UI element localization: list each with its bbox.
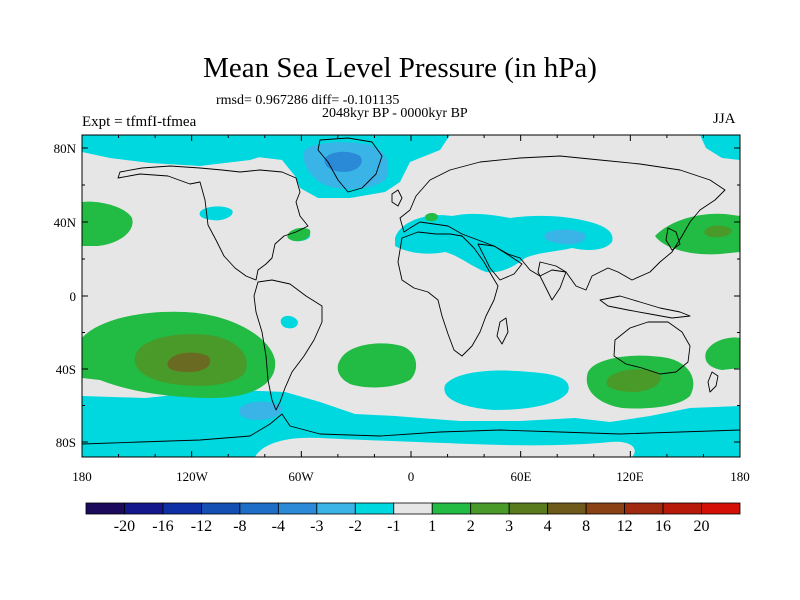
lon-label-180w: 180 [72,469,92,484]
lat-label-80s: 80S [55,435,76,450]
coastlines [82,137,740,445]
colorbar-swatch [239,502,279,515]
lon-label-60e: 60E [510,469,532,484]
rmsd-diff-stats: rmsd= 0.967286 diff= -0.101135 [216,93,400,108]
antarctic-neutral [255,437,635,457]
lon-label-180e: 180 [730,469,750,484]
colorbar-label: -8 [233,518,247,535]
tibet-low-core [544,229,586,245]
colorbar-swatch [354,502,395,515]
time-period: 2048kyr BP - 0000kyr BP [322,106,468,121]
colorbar-swatch [508,502,549,515]
lon-label-60w: 60W [288,469,314,484]
coast-southeast-asia [599,295,691,319]
colorbar-swatch [316,502,356,515]
mediterranean-spot [425,213,438,222]
coast-africa [397,231,499,357]
colorbar-swatch [277,502,318,515]
lon-label-120e: 120E [616,469,644,484]
coast-india [537,261,567,301]
colorbar-label: -12 [190,518,213,535]
colorbar-label: -1 [387,518,401,535]
colorbar-swatch [624,502,664,515]
coast-japan [665,227,681,251]
lon-label-0: 0 [407,469,415,484]
colorbar-label: 16 [655,518,672,535]
arctic-low-east [700,135,740,160]
experiment-label: Expt = tfmfI-tfmea [82,114,197,130]
australia-high-core [606,369,661,392]
colorbar-label: -3 [310,518,324,535]
colorbar-swatch [585,502,625,515]
coast-new-zealand [707,371,719,393]
axis-ticks [81,135,741,457]
season-label: JJA [713,111,736,127]
north-pacific-spot [199,206,233,221]
lat-label-0: 0 [69,289,77,304]
coast-eurasia [399,155,726,291]
lat-label-40n: 40N [53,215,76,230]
colorbar-label: 1 [428,518,437,535]
colorbar-label: 3 [505,518,514,535]
tasman-high [705,337,740,370]
coast-arabia [477,243,523,281]
pressure-field [82,135,740,457]
colorbar-swatch [470,502,510,515]
south-america-spot [280,315,298,329]
colorbar-label: 4 [543,518,552,535]
north-pacific-east-core [704,225,732,238]
colorbar-label: -4 [271,518,285,535]
south-atlantic-high [337,343,417,388]
coast-greenland [317,137,383,193]
lat-label-80n: 80N [53,141,76,156]
colorbar-label: 12 [616,518,633,535]
colorbar-label: 8 [582,518,591,535]
coast-antarctica [82,413,740,445]
north-atlantic-high [287,227,311,242]
colorbar-label: 2 [466,518,475,535]
positive-anomalies [82,201,740,409]
colorbar-swatch [162,502,202,515]
colorbar-swatch [201,502,241,515]
coast-australia [613,321,691,375]
coast-north-america [117,165,309,281]
south-indian-low [444,370,569,410]
figure-title: Mean Sea Level Pressure (in hPa) [203,52,597,84]
colorbar-label: 20 [693,518,710,535]
lat-label-40s: 40S [55,362,76,377]
colorbar-swatch [701,502,741,515]
drake-passage-low [239,401,282,420]
lon-label-120w: 120W [176,469,208,484]
mediterranean-asia-low [395,213,613,273]
north-pacific-high-east [655,213,740,255]
greenland-low-center [324,151,362,172]
colorbar-label: -20 [113,518,136,535]
colorbar-swatch [662,502,702,515]
colorbar-swatch [431,502,472,515]
coast-south-america [253,279,323,411]
colorbar-label: -2 [348,518,362,535]
negative-anomalies [82,135,740,457]
colorbar-label: -16 [152,518,174,535]
colorbar-swatch [124,502,164,515]
coast-british-isles [391,189,403,207]
colorbar-swatch [393,502,433,515]
colorbar [85,502,741,515]
south-pacific-high-core [167,352,211,372]
colorbar-swatch [85,502,125,515]
north-pacific-high-west [82,201,133,246]
colorbar-swatch [547,502,587,515]
coast-madagascar [496,317,509,345]
